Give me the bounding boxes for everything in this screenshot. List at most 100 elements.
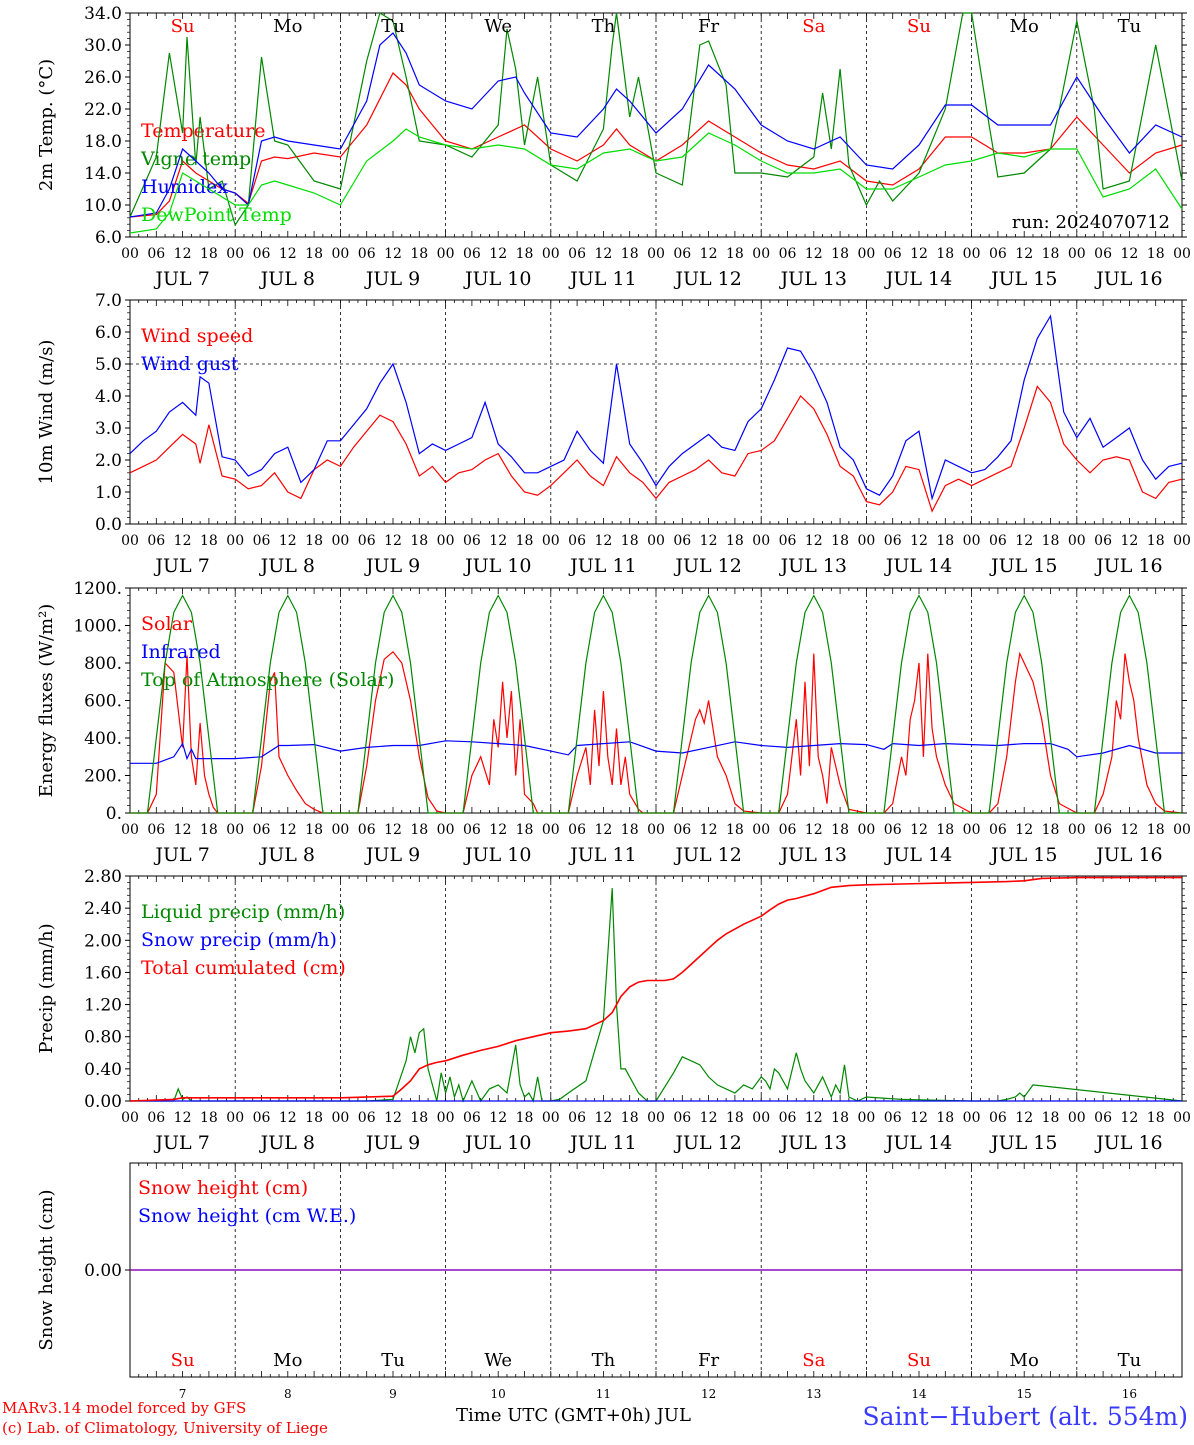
hour-tick-label: 00 xyxy=(331,246,349,262)
hour-tick-label: 18 xyxy=(305,1110,323,1126)
day-label: JUL 8 xyxy=(259,555,315,577)
series-liquid-precip-mm-h xyxy=(130,888,1183,1103)
hour-tick-label: 18 xyxy=(621,822,639,838)
y-tick-label: 2.0 xyxy=(95,451,122,471)
hour-tick-label: 00 xyxy=(1068,1110,1086,1126)
legend-entry: Solar xyxy=(141,613,193,635)
hour-tick-label: 06 xyxy=(989,533,1007,549)
hour-tick-label: 06 xyxy=(568,533,586,549)
day-label: JUL 11 xyxy=(568,555,636,577)
hour-tick-label: 18 xyxy=(1147,1110,1165,1126)
day-label: JUL 16 xyxy=(1094,268,1162,290)
hour-tick-label: 12 xyxy=(1015,822,1033,838)
hour-tick-label: 18 xyxy=(726,822,744,838)
hour-tick-label: 18 xyxy=(726,533,744,549)
plot-frame xyxy=(129,299,1183,525)
hour-tick-label: 12 xyxy=(174,1110,192,1126)
hour-tick-label: 06 xyxy=(1094,533,1112,549)
y-tick-label: 0.00 xyxy=(84,1261,122,1281)
series-total-cumulated-cm xyxy=(129,876,1182,1102)
y-axis-label: Snow height (cm) xyxy=(36,1189,57,1350)
hour-tick-label: 06 xyxy=(1094,822,1112,838)
day-label: JUL 14 xyxy=(884,268,952,290)
weekday-label: We xyxy=(484,16,512,37)
hour-tick-label: 18 xyxy=(410,1110,428,1126)
day-label: JUL 15 xyxy=(989,1132,1057,1154)
hour-tick-label: 06 xyxy=(884,246,902,262)
weekday-label: Th xyxy=(592,1350,616,1371)
day-label: JUL 15 xyxy=(989,555,1057,577)
hour-tick-label: 06 xyxy=(147,246,165,262)
hour-tick-label: 18 xyxy=(726,246,744,262)
hour-tick-label: 18 xyxy=(1042,1110,1060,1126)
hour-tick-label: 18 xyxy=(831,533,849,549)
y-axis-label: 10m Wind (m/s) xyxy=(36,340,57,485)
hour-tick-label: 12 xyxy=(910,822,928,838)
hour-tick-label: 18 xyxy=(516,533,534,549)
hour-tick-label: 18 xyxy=(200,822,218,838)
y-tick-label: 2.40 xyxy=(84,899,122,919)
hour-tick-label: 12 xyxy=(594,533,612,549)
day-number: 15 xyxy=(1017,1387,1032,1401)
day-label: JUL 9 xyxy=(364,555,420,577)
y-axis-label: Energy fluxes (W/m²) xyxy=(36,604,57,798)
bottom-day-numbers: 7 8 9 10 11 12 13 14 15 16 xyxy=(179,1387,1137,1401)
hour-tick-label: 06 xyxy=(147,1110,165,1126)
hour-tick-label: 06 xyxy=(673,533,691,549)
hour-tick-label: 06 xyxy=(1094,1110,1112,1126)
hour-tick-label: 12 xyxy=(174,533,192,549)
hour-tick-label: 12 xyxy=(594,246,612,262)
hour-tick-label: 00 xyxy=(437,822,455,838)
hour-tick-label: 06 xyxy=(463,533,481,549)
day-label: JUL 11 xyxy=(568,844,636,866)
hour-tick-label: 18 xyxy=(831,246,849,262)
weekday-label: Su xyxy=(907,1350,931,1371)
hour-tick-label: 18 xyxy=(516,1110,534,1126)
hour-tick-label: 06 xyxy=(463,822,481,838)
hour-tick-label: 06 xyxy=(989,822,1007,838)
day-label: JUL 13 xyxy=(779,1132,847,1154)
day-label: JUL 7 xyxy=(153,268,209,290)
hour-tick-label: 00 xyxy=(647,1110,665,1126)
weekday-label: Mo xyxy=(273,16,302,37)
hour-tick-label: 12 xyxy=(1015,246,1033,262)
hour-tick-label: 06 xyxy=(358,822,376,838)
y-tick-label: 1.60 xyxy=(84,963,122,983)
series-dewpoint-temp xyxy=(129,128,1183,234)
hour-tick-label: 06 xyxy=(884,533,902,549)
panel-5: 0.00 Snow height (cm) Snow height (cm) Snow… xyxy=(36,1162,1183,1378)
hour-tick-label: 00 xyxy=(226,822,244,838)
weekday-label: Fr xyxy=(698,16,719,37)
hour-tick-label: 12 xyxy=(805,246,823,262)
hour-tick-label: 12 xyxy=(910,246,928,262)
day-label: JUL 9 xyxy=(364,268,420,290)
day-number: 11 xyxy=(596,1387,611,1401)
weekday-label: Su xyxy=(171,1350,195,1371)
hour-tick-label: 18 xyxy=(621,246,639,262)
day-label: JUL 10 xyxy=(463,268,531,290)
hour-tick-label: 12 xyxy=(384,246,402,262)
hour-tick-label: 12 xyxy=(910,533,928,549)
hour-tick-label: 06 xyxy=(568,246,586,262)
hour-tick-label: 12 xyxy=(1120,533,1138,549)
hour-tick-label: 06 xyxy=(673,246,691,262)
hour-tick-label: 00 xyxy=(542,1110,560,1126)
hour-tick-label: 18 xyxy=(410,246,428,262)
hour-tick-label: 00 xyxy=(1068,822,1086,838)
hour-tick-label: 00 xyxy=(963,533,981,549)
hour-tick-label: 18 xyxy=(410,533,428,549)
hour-tick-label: 18 xyxy=(200,246,218,262)
y-tick-label: 26.0 xyxy=(84,68,122,88)
hour-tick-label: 18 xyxy=(621,1110,639,1126)
hour-tick-label: 06 xyxy=(568,822,586,838)
hour-tick-label: 06 xyxy=(463,246,481,262)
hour-tick-label: 06 xyxy=(884,1110,902,1126)
hour-tick-label: 00 xyxy=(752,533,770,549)
hour-tick-label: 18 xyxy=(936,246,954,262)
hour-tick-label: 12 xyxy=(279,246,297,262)
hour-tick-label: 18 xyxy=(831,1110,849,1126)
hour-tick-label: 12 xyxy=(384,1110,402,1126)
hour-tick-label: 00 xyxy=(437,246,455,262)
